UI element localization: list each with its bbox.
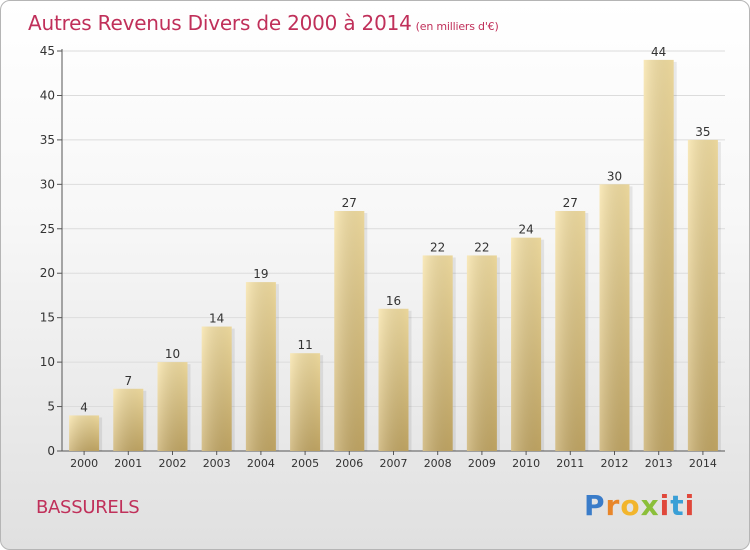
bar-highlight xyxy=(157,362,188,451)
bars xyxy=(69,59,721,452)
bar-value-label: 4 xyxy=(80,400,88,414)
y-tick-label: 5 xyxy=(47,400,55,414)
x-tick-label: 2009 xyxy=(468,457,496,470)
x-tick-label: 2000 xyxy=(70,457,98,470)
bar-value-label: 10 xyxy=(165,347,180,361)
x-tick-label: 2010 xyxy=(512,457,540,470)
chart-title-text: Autres Revenus Divers de 2000 à 2014 xyxy=(28,11,412,35)
bar-highlight xyxy=(422,255,453,451)
x-tick-label: 2001 xyxy=(114,457,142,470)
commune-name: BASSURELS xyxy=(36,497,140,518)
bar-highlight xyxy=(466,255,497,451)
y-tick-label: 0 xyxy=(47,444,55,458)
bar-value-label: 7 xyxy=(124,374,132,388)
bar-highlight xyxy=(643,59,674,452)
bar-value-label: 24 xyxy=(518,223,533,237)
x-tick-label: 2012 xyxy=(601,457,629,470)
proxiti-logo[interactable]: Proxiti xyxy=(584,489,696,522)
x-tick-label: 2014 xyxy=(689,457,717,470)
x-tick-label: 2004 xyxy=(247,457,275,470)
y-tick-label: 40 xyxy=(40,88,55,102)
bar-highlight xyxy=(378,308,409,451)
bar-value-label: 27 xyxy=(342,196,357,210)
y-tick-label: 35 xyxy=(40,133,55,147)
x-tick-label: 2013 xyxy=(645,457,673,470)
bar-highlight xyxy=(245,282,276,451)
bar-value-label: 35 xyxy=(695,125,710,139)
bar-value-label: 30 xyxy=(607,169,622,183)
x-tick-label: 2008 xyxy=(424,457,452,470)
y-tick-label: 45 xyxy=(40,44,55,58)
bar-highlight xyxy=(687,139,718,451)
bar-value-label: 16 xyxy=(386,294,401,308)
bar-value-label: 11 xyxy=(297,338,312,352)
x-tick-label: 2006 xyxy=(335,457,363,470)
bar-highlight xyxy=(334,211,365,451)
bar-value-label: 22 xyxy=(430,240,445,254)
bar-highlight xyxy=(599,184,630,452)
bar-value-label: 44 xyxy=(651,45,666,59)
bar-value-label: 14 xyxy=(209,312,224,326)
y-tick-label: 10 xyxy=(40,355,55,369)
x-tick-label: 2011 xyxy=(556,457,584,470)
bar-highlight xyxy=(69,415,100,451)
bar-value-label: 19 xyxy=(253,267,268,281)
y-tick-label: 25 xyxy=(40,222,55,236)
bar-highlight xyxy=(201,326,232,451)
x-tick-label: 2005 xyxy=(291,457,319,470)
bar-value-label: 22 xyxy=(474,240,489,254)
chart-unit: (en milliers d'€) xyxy=(415,20,499,33)
x-tick-label: 2003 xyxy=(203,457,231,470)
bar-value-label: 27 xyxy=(563,196,578,210)
data-labels: 4 7 10 14 19 11 27 16 22 22 24 27 30 44 35 xyxy=(80,45,710,415)
bar-highlight xyxy=(113,388,144,451)
y-tick-label: 20 xyxy=(40,266,55,280)
bar-highlight xyxy=(555,211,586,451)
x-tick-label: 2002 xyxy=(159,457,187,470)
bar-highlight xyxy=(290,353,321,451)
x-tick-label: 2007 xyxy=(380,457,408,470)
chart-title: Autres Revenus Divers de 2000 à 2014 (en … xyxy=(28,11,499,35)
y-tick-label: 15 xyxy=(40,311,55,325)
y-tick-label: 30 xyxy=(40,177,55,191)
bar-highlight xyxy=(511,237,542,451)
